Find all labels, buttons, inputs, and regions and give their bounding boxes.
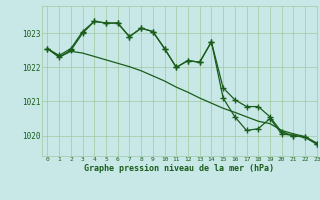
X-axis label: Graphe pression niveau de la mer (hPa): Graphe pression niveau de la mer (hPa) xyxy=(84,164,274,173)
